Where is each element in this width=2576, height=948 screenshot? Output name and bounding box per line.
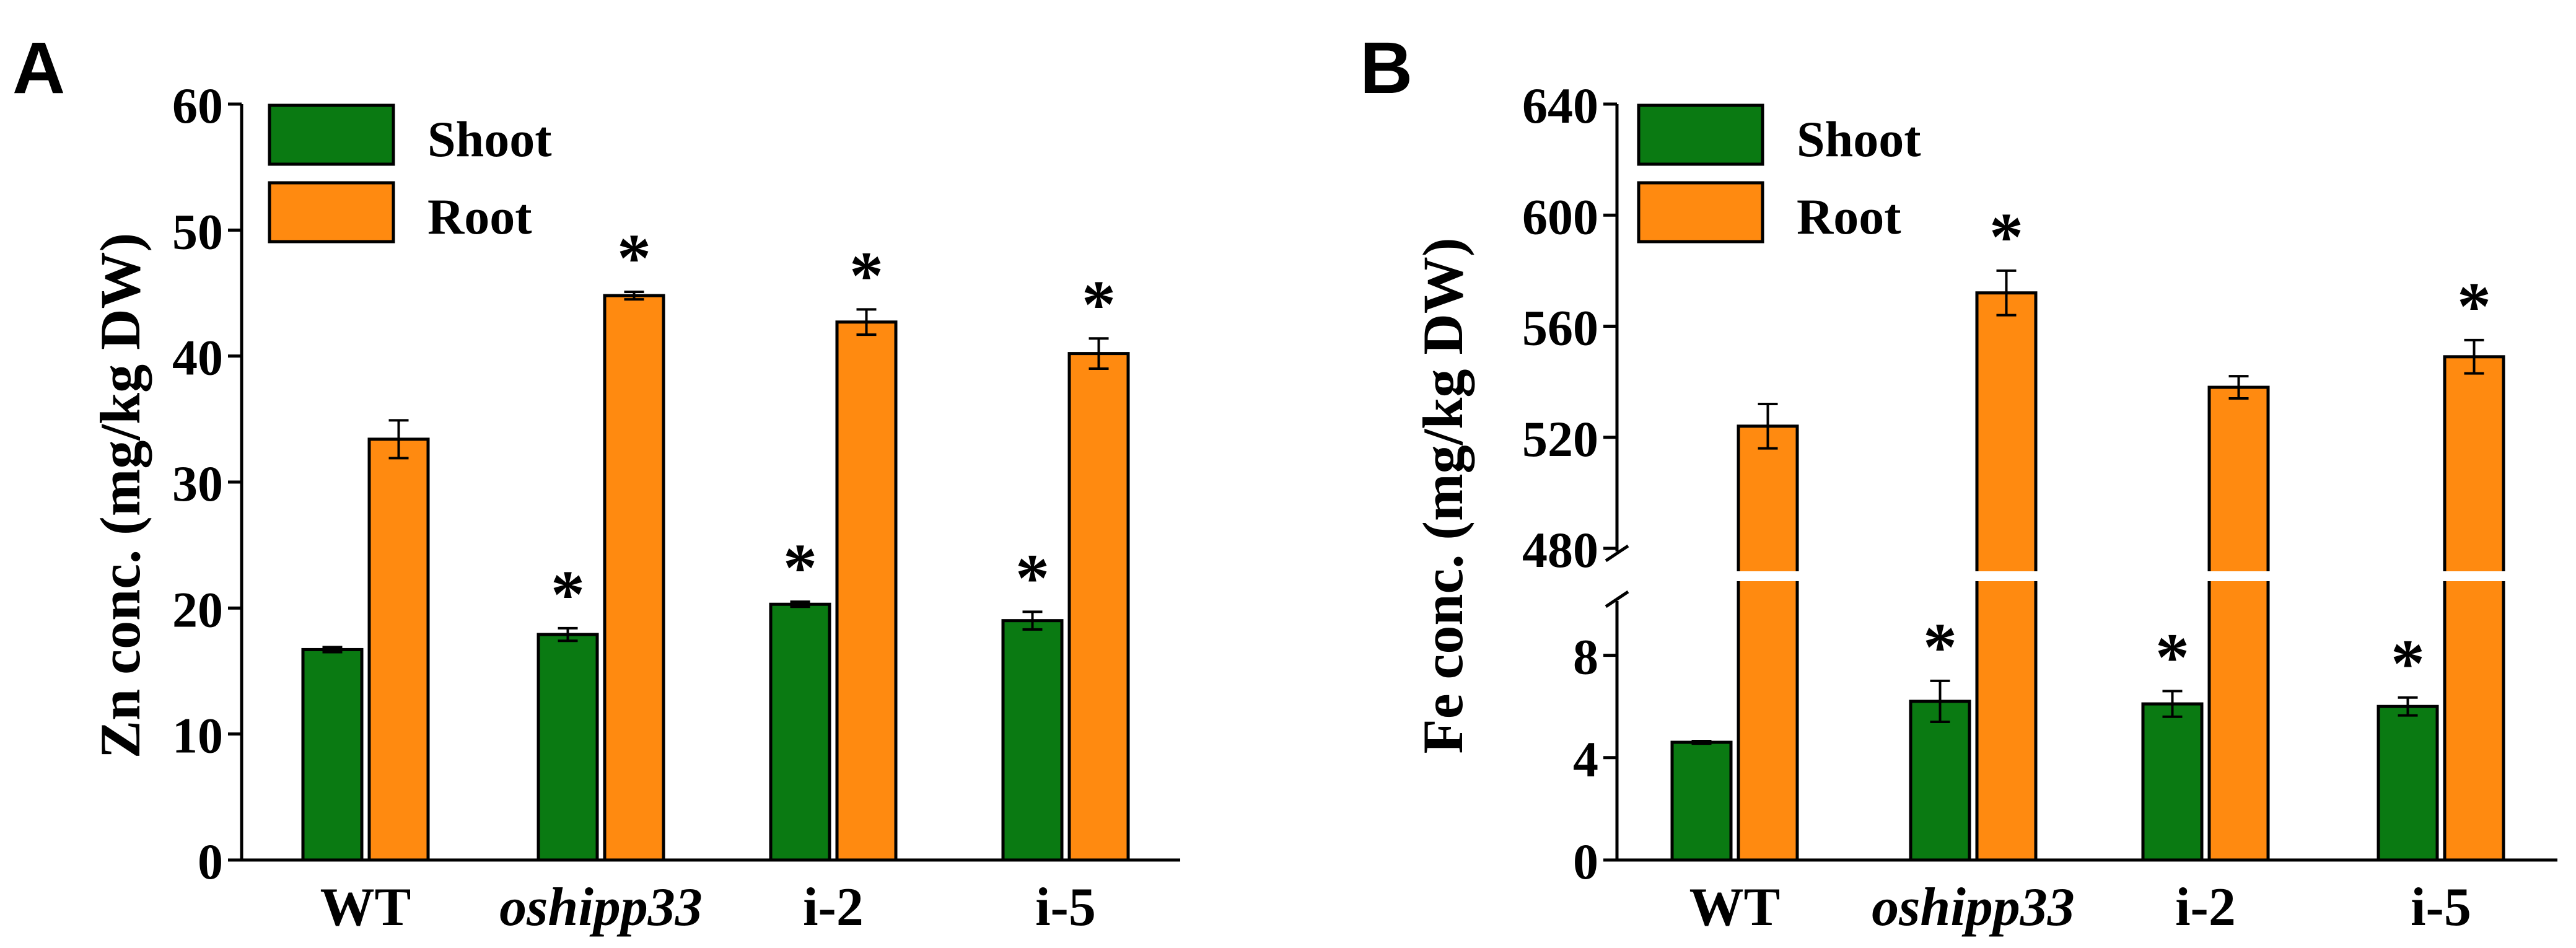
bar-root-i-2 [2207, 385, 2270, 862]
bar-root-i-5 [2443, 355, 2505, 862]
y-tick-label-600: 600 [1522, 188, 1598, 245]
bar-shoot-i-5 [1001, 619, 1064, 862]
bar-shoot-wt [1670, 740, 1733, 862]
panel-a-label: A [12, 27, 65, 109]
bar-shoot-i-5 [2377, 704, 2439, 862]
bar-root-i-5 [1067, 352, 1130, 862]
bar-shoot-wt [301, 647, 364, 862]
y-tick-label-640: 640 [1522, 77, 1598, 134]
y-tick-label-520: 520 [1522, 411, 1598, 467]
bar-root-i-2 [835, 320, 898, 862]
panel-a-y-axis-label: Zn conc. (mg/kg DW) [89, 233, 152, 758]
bar-root-i-2-significance-star: * [849, 237, 883, 313]
x-tick-label-i-2: i-2 [2175, 877, 2236, 937]
x-tick-label-wt: WT [1689, 877, 1781, 937]
y-tick-label-560: 560 [1522, 300, 1598, 356]
bar-root-oshipp33-break-gap [1974, 571, 2039, 581]
x-tick-label-oshipp33: oshipp33 [1872, 877, 2075, 937]
legend-swatch-shoot [268, 103, 395, 166]
bar-root-wt [367, 437, 430, 862]
bar-shoot-i-2-significance-star: * [783, 530, 817, 605]
y-tick-label-480: 480 [1522, 522, 1598, 578]
y-axis-break-mark-upper [1605, 544, 1629, 563]
x-tick-label-oshipp33: oshipp33 [499, 877, 703, 937]
x-tick-label-i-2: i-2 [803, 877, 864, 937]
y-tick-label-10: 10 [172, 708, 223, 764]
bar-shoot-i-5-significance-star: * [2391, 626, 2425, 701]
legend-label-shoot: Shoot [1797, 111, 1921, 167]
y-tick-label-0: 0 [198, 833, 223, 890]
bar-shoot-i-5-significance-star: * [1015, 540, 1049, 615]
panel-b-legend: Shoot Root [1637, 103, 1921, 245]
x-tick-label-wt: WT [320, 877, 411, 937]
legend-label-root: Root [427, 188, 532, 245]
legend-swatch-root [1637, 181, 1764, 244]
bar-shoot-oshipp33 [537, 633, 599, 862]
y-axis-break-mark-lower [1605, 590, 1629, 608]
bar-shoot-oshipp33-significance-star: * [1923, 609, 1957, 685]
legend-label-shoot: Shoot [427, 111, 552, 167]
legend-label-root: Root [1797, 188, 1901, 245]
legend-swatch-root [268, 181, 395, 244]
x-tick-label-i-5: i-5 [2411, 877, 2471, 937]
panel-a-bars: * * * * * * [301, 220, 1130, 862]
panel-a-legend: Shoot Root [268, 103, 552, 245]
bar-root-oshipp33-significance-star: * [1989, 199, 2023, 274]
bar-root-oshipp33 [603, 294, 665, 862]
bar-root-oshipp33-significance-star: * [617, 220, 651, 296]
bar-shoot-oshipp33-significance-star: * [551, 556, 585, 632]
bar-shoot-i-2 [769, 602, 831, 862]
panel-b-axes: WT oshipp33 i-2 i-5 0 4 8 480 520 560 600 640 [1522, 77, 2557, 937]
bar-root-i-5-break-gap [2442, 571, 2507, 581]
y-tick-label-0: 0 [1573, 833, 1598, 890]
panel-b-fe-chart: B Fe conc. (mg/kg DW) WT oshipp33 i-2 i-5 0 4… [1360, 27, 2557, 937]
bar-root-wt-break-gap [1735, 571, 1800, 581]
y-tick-label-20: 20 [172, 581, 223, 638]
panel-a-zn-chart: A Zn conc. (mg/kg DW) WT oshipp33 i-2 i-5 0 1… [12, 27, 1180, 937]
y-tick-label-40: 40 [172, 330, 223, 386]
bar-shoot-i-2 [2141, 702, 2204, 862]
panel-b-y-axis-label: Fe conc. (mg/kg DW) [1411, 238, 1474, 754]
y-tick-label-8: 8 [1573, 629, 1598, 685]
bar-root-i-5-significance-star: * [1082, 266, 1116, 342]
legend-swatch-shoot [1637, 103, 1764, 166]
bar-shoot-i-2-significance-star: * [2155, 619, 2189, 695]
x-tick-label-i-5: i-5 [1035, 877, 1096, 937]
y-tick-label-50: 50 [172, 203, 223, 260]
bar-shoot-oshipp33 [1909, 700, 1971, 862]
bar-root-wt [1737, 424, 1799, 862]
y-tick-label-30: 30 [172, 455, 223, 512]
panel-b-label: B [1360, 27, 1413, 109]
bar-root-i-5-significance-star: * [2457, 268, 2491, 344]
panel-b-bars: * * * * * [1670, 199, 2507, 862]
y-tick-label-60: 60 [172, 77, 223, 134]
y-tick-label-4: 4 [1573, 731, 1598, 788]
bar-root-i-2-break-gap [2206, 571, 2271, 581]
